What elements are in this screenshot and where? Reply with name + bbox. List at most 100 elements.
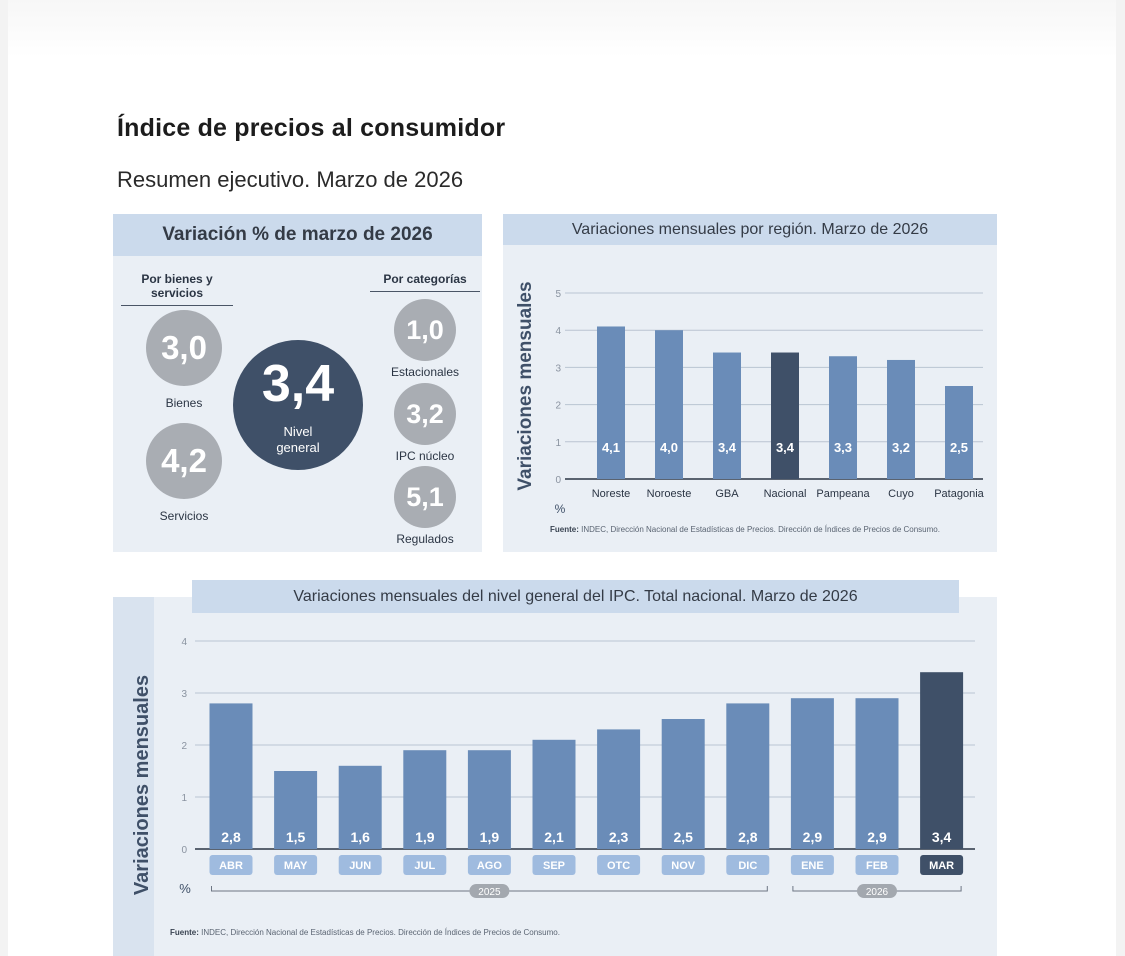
- region-x-tick-label: Pampeana: [816, 488, 870, 500]
- categories-heading: Por categorías: [370, 272, 480, 292]
- monthly-month-tag: [467, 855, 511, 875]
- monthly-month-tag: [790, 855, 834, 875]
- region-bar: [655, 330, 683, 479]
- monthly-x-tick-label: SEP: [543, 860, 565, 872]
- monthly-chart-axis-strip: [113, 597, 154, 956]
- region-source-label: Fuente:: [550, 525, 579, 534]
- monthly-bar: [920, 672, 964, 849]
- monthly-month-tag: [597, 855, 641, 875]
- region-chart-panel: Variaciones mensuales por región. Marzo …: [503, 214, 997, 552]
- monthly-year-label: 2026: [866, 887, 889, 898]
- servicios-label: Servicios: [159, 509, 209, 523]
- region-y-tick-label: 2: [555, 401, 561, 412]
- monthly-x-tick-label: DIC: [738, 860, 757, 872]
- monthly-y-tick-label: 1: [181, 793, 187, 804]
- regulados-bubble: 5,1: [394, 466, 456, 528]
- monthly-x-tick-label: JUL: [414, 860, 435, 872]
- monthly-x-tick-label: ENE: [801, 860, 824, 872]
- region-y-tick-label: 0: [555, 475, 561, 486]
- region-chart-title: Variaciones mensuales por región. Marzo …: [503, 214, 997, 245]
- region-y-tick-label: 5: [555, 289, 561, 300]
- region-bar: [945, 386, 973, 479]
- monthly-month-tag: [209, 855, 253, 875]
- region-bar-value-label: 3,2: [892, 440, 910, 455]
- monthly-bar: [274, 771, 318, 849]
- region-x-tick-label: Nacional: [764, 488, 807, 500]
- nivel-general-label: Nivel general: [233, 424, 363, 455]
- monthly-bar: [209, 703, 253, 849]
- monthly-source: Fuente: INDEC, Dirección Nacional de Est…: [170, 928, 870, 937]
- monthly-month-tag: [274, 855, 318, 875]
- monthly-x-tick-label: AGO: [477, 860, 503, 872]
- nivel-general-bubble: 3,4 Nivel general: [233, 340, 363, 470]
- monthly-bar-value-label: 2,5: [673, 829, 693, 845]
- monthly-bar-value-label: 1,6: [350, 829, 370, 845]
- top-band: [8, 0, 1116, 58]
- region-x-tick-label: Patagonia: [934, 488, 984, 500]
- region-x-tick-label: Noreste: [592, 488, 631, 500]
- region-x-tick-label: Cuyo: [888, 488, 914, 500]
- nivel-general-value: 3,4: [261, 355, 335, 413]
- monthly-bar: [338, 765, 382, 849]
- region-bar: [771, 352, 799, 479]
- monthly-bar-value-label: 3,4: [932, 829, 952, 845]
- monthly-bar-value-label: 1,5: [286, 829, 306, 845]
- document-title: Índice de precios al consumidor: [117, 114, 506, 142]
- monthly-x-tick-label: JUN: [349, 860, 371, 872]
- monthly-bar: [855, 698, 899, 849]
- monthly-month-tag: [661, 855, 705, 875]
- monthly-month-tag: [532, 855, 576, 875]
- region-bar: [887, 359, 915, 479]
- region-x-tick-label: Noroeste: [647, 488, 692, 500]
- region-bar-value-label: 4,1: [602, 440, 620, 455]
- monthly-chart-title: Variaciones mensuales del nivel general …: [192, 580, 959, 613]
- monthly-y-tick-label: 0: [181, 845, 187, 856]
- region-bar-value-label: 3,3: [834, 440, 852, 455]
- monthly-bar-value-label: 2,8: [738, 829, 758, 845]
- monthly-month-tag: [855, 855, 899, 875]
- monthly-x-tick-label: OTC: [607, 860, 630, 872]
- goods-services-heading: Por bienes y servicios: [121, 272, 233, 306]
- servicios-bubble: 4,2: [146, 423, 222, 499]
- monthly-year-label: 2025: [478, 887, 501, 898]
- monthly-bar-value-label: 2,3: [609, 829, 629, 845]
- region-bar-value-label: 2,5: [950, 440, 968, 455]
- estacionales-bubble: 1,0: [394, 299, 456, 361]
- monthly-y-tick-label: 2: [181, 741, 187, 752]
- monthly-month-tag: [920, 855, 964, 875]
- region-source-text: INDEC, Dirección Nacional de Estadística…: [581, 525, 940, 534]
- monthly-year-pill: [469, 884, 510, 898]
- monthly-y-axis-label: Variaciones mensuales: [131, 675, 153, 895]
- monthly-bar: [597, 729, 641, 849]
- region-y-unit: %: [555, 502, 566, 516]
- monthly-bar: [790, 698, 834, 849]
- monthly-y-tick-label: 3: [181, 689, 187, 700]
- region-bar: [829, 356, 857, 479]
- monthly-bar: [726, 703, 770, 849]
- monthly-bar: [467, 750, 511, 849]
- region-bar: [597, 326, 625, 479]
- monthly-x-tick-label: NOV: [671, 860, 696, 872]
- region-source: Fuente: INDEC, Dirección Nacional de Est…: [550, 525, 990, 534]
- region-y-tick-label: 3: [555, 363, 561, 374]
- monthly-bar: [532, 739, 576, 849]
- monthly-bar-value-label: 2,9: [867, 829, 887, 845]
- region-bar: [713, 352, 741, 479]
- region-bar-value-label: 3,4: [776, 440, 795, 455]
- monthly-x-tick-label: ABR: [219, 860, 243, 872]
- monthly-x-tick-label: MAR: [929, 860, 954, 872]
- regulados-label: Regulados: [396, 532, 454, 546]
- region-bar-value-label: 3,4: [718, 440, 737, 455]
- monthly-x-tick-label: MAY: [284, 860, 308, 872]
- monthly-y-unit: %: [179, 881, 191, 896]
- summary-panel-title: Variación % de marzo de 2026: [113, 214, 482, 256]
- monthly-bar: [661, 719, 705, 849]
- nivel-general-label-line1: Nivel: [283, 424, 313, 439]
- monthly-source-text: INDEC, Dirección Nacional de Estadística…: [201, 928, 560, 937]
- region-x-tick-label: GBA: [715, 488, 739, 500]
- monthly-x-tick-label: FEB: [866, 860, 888, 872]
- estacionales-label: Estacionales: [390, 365, 460, 379]
- monthly-bar-value-label: 2,1: [544, 829, 564, 845]
- monthly-month-tag: [403, 855, 447, 875]
- monthly-bar-value-label: 1,9: [480, 829, 500, 845]
